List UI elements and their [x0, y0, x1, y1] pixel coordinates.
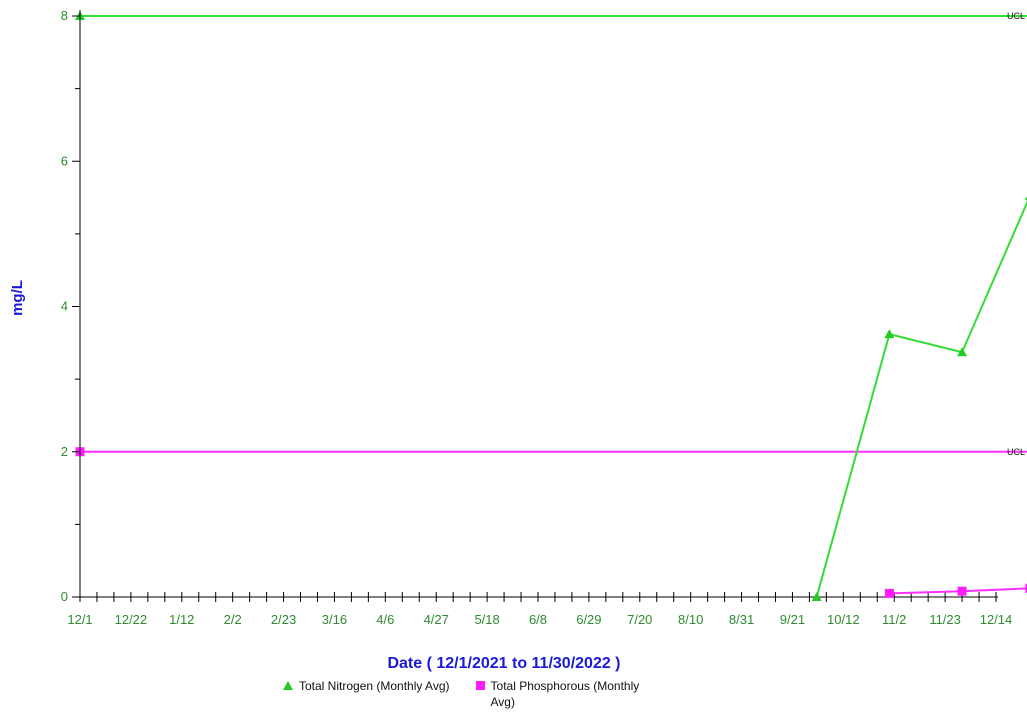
- x-tick-label: 6/29: [576, 612, 601, 627]
- x-tick-label: 10/12: [827, 612, 860, 627]
- series-line: [889, 587, 1027, 595]
- legend-item-phosphorous: Total Phosphorous (Monthly Avg): [475, 678, 641, 710]
- line-chart: UCL UCL 0 2 4 6 8 12/1 12/22 1/12 2/2 2/23 3/16 4/6 4…: [9, 8, 1027, 672]
- chart-lines: UCL UCL: [75, 11, 1027, 457]
- data-point-square: [884, 588, 894, 598]
- legend-item-nitrogen: Total Nitrogen (Monthly Avg): [283, 678, 450, 710]
- data-point-triangle: [884, 329, 895, 339]
- x-tick-label: 12/1: [67, 612, 92, 627]
- data-point-triangle: [957, 347, 968, 357]
- control-limit-label: UCL: [1007, 11, 1025, 21]
- data-point-square: [1025, 583, 1027, 593]
- legend-label: Total Nitrogen (Monthly Avg): [299, 679, 450, 693]
- x-tick-label: 6/8: [529, 612, 547, 627]
- y-tick-label: 8: [61, 8, 68, 23]
- square-marker-icon: [475, 681, 485, 690]
- x-tick-label: 11/2: [882, 612, 906, 627]
- x-tick-label: 2/23: [271, 612, 296, 627]
- legend-label: Total Phosphorous (Monthly Avg): [490, 679, 640, 709]
- x-tick-label: 5/18: [474, 612, 499, 627]
- triangle-marker-icon: [283, 681, 293, 690]
- series: [811, 196, 1027, 601]
- y-tick-label: 2: [61, 444, 68, 459]
- x-tick-label: 1/12: [169, 612, 194, 627]
- x-tick-label: 12/22: [115, 612, 148, 627]
- x-tick-label: 8/10: [678, 612, 703, 627]
- y-tick-label: 4: [61, 299, 68, 314]
- x-tick-label: 9/21: [780, 612, 805, 627]
- y-axis-label: mg/L: [9, 280, 26, 316]
- x-axis-label: Date ( 12/1/2021 to 11/30/2022 ): [387, 655, 620, 672]
- x-tick-label: 12/14: [980, 612, 1013, 627]
- legend: Total Nitrogen (Monthly Avg) Total Phosp…: [283, 678, 641, 710]
- y-tick-label: 0: [61, 589, 68, 604]
- x-tick-label: 11/23: [929, 612, 961, 627]
- x-tick-label: 4/27: [424, 612, 449, 627]
- axes: 0 2 4 6 8 12/1 12/22 1/12 2/2 2/23 3/16 4/6 4/27 5/18…: [61, 8, 1013, 627]
- data-point-triangle: [1024, 196, 1027, 201]
- data-point-triangle: [811, 592, 822, 601]
- x-tick-label: 2/2: [224, 612, 242, 627]
- series-line: [815, 200, 1027, 598]
- x-tick-label: 4/6: [376, 612, 394, 627]
- control-limit-label: UCL: [1007, 447, 1025, 457]
- x-tick-label: 3/16: [322, 612, 347, 627]
- x-tick-label: 8/31: [729, 612, 754, 627]
- x-tick-label: 7/20: [627, 612, 652, 627]
- data-point-square: [957, 586, 967, 596]
- y-tick-label: 6: [61, 153, 68, 168]
